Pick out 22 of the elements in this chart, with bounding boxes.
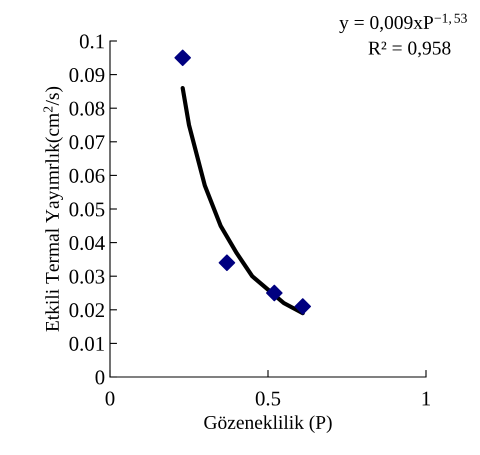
x-tick-label: 0	[106, 391, 114, 406]
y-tick-label: 0	[96, 370, 104, 384]
x-axis-title: Gözeneklilik (P)	[204, 415, 332, 433]
annotation: R² = 0,958	[368, 42, 450, 58]
text: y = 0,009xP$^{−1,53}$	[339, 14, 467, 34]
y-tick-label: 0.07	[69, 135, 105, 150]
y-axis-title: Etkili Termal Yayımrlık(cm$^{2}$/s)	[43, 86, 63, 332]
y-tick-label: 0.06	[69, 168, 105, 183]
y-tick-label: 0.04	[69, 236, 105, 250]
y-tick-label: 0.02	[69, 303, 104, 318]
y-tick-label: 0.01	[69, 336, 104, 351]
point	[174, 50, 191, 66]
y-tick-label: 0.08	[69, 102, 104, 116]
point	[294, 298, 312, 315]
x-tick-label: 1	[422, 392, 430, 406]
y-tick-label: 0.09	[69, 68, 104, 82]
y-tick-label: 0.1	[80, 34, 104, 49]
x-tick-label: 0.5	[256, 391, 280, 406]
y-tick-label: 0.03	[69, 270, 104, 284]
y-tick-label: 0.05	[69, 202, 104, 217]
point	[218, 254, 236, 272]
point	[266, 284, 283, 302]
